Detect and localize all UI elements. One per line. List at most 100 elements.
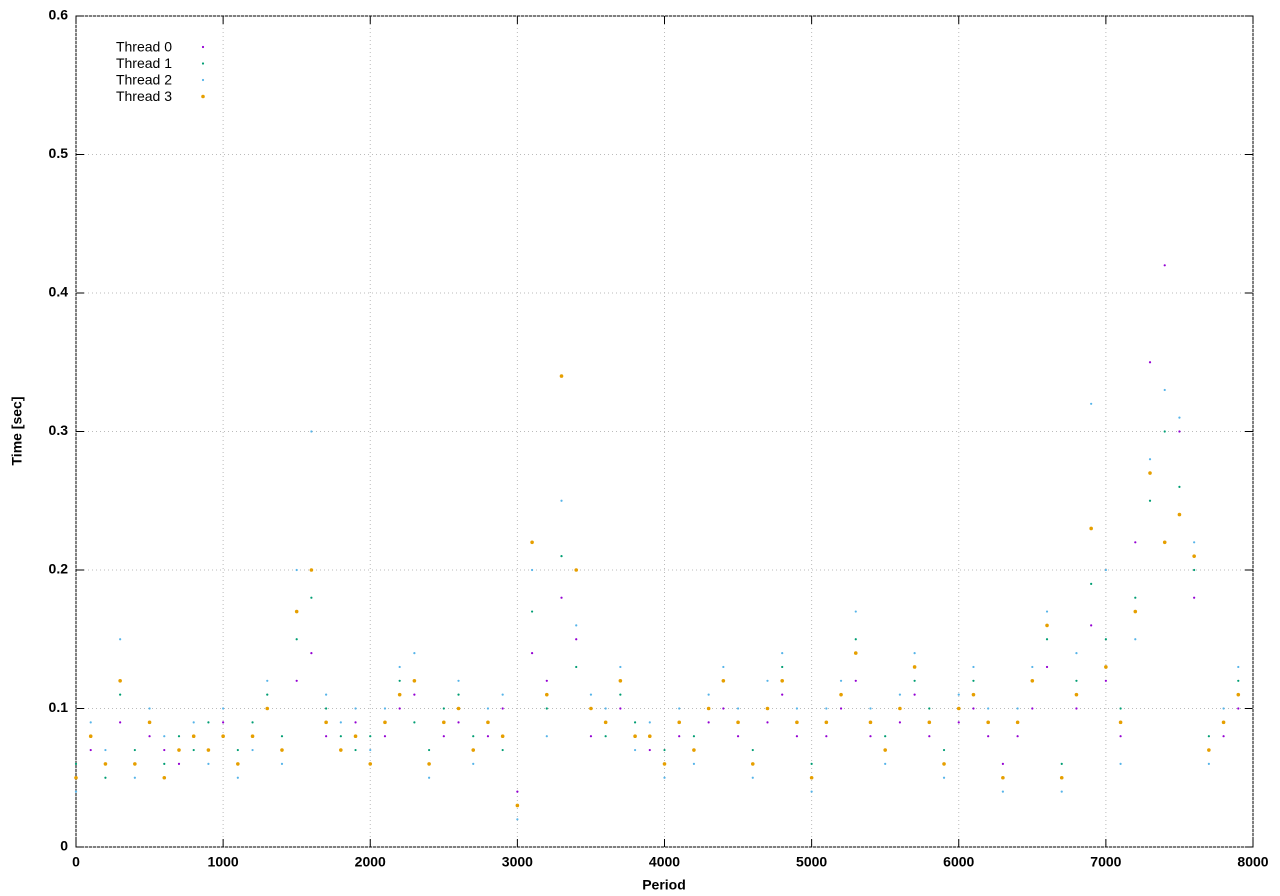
- legend-marker: [201, 78, 205, 82]
- point: [972, 665, 975, 669]
- point: [1104, 679, 1107, 682]
- point: [1015, 720, 1020, 725]
- y-axis-label: Time [sec]: [9, 397, 25, 466]
- point: [707, 693, 710, 696]
- point: [266, 679, 269, 682]
- point: [736, 720, 740, 725]
- point: [869, 707, 872, 710]
- point: [1163, 388, 1166, 392]
- legend-label: Thread 3: [116, 88, 172, 104]
- point: [1207, 748, 1211, 752]
- point: [74, 775, 78, 780]
- point: [442, 720, 446, 725]
- point: [295, 679, 298, 682]
- point: [1192, 554, 1196, 558]
- legend-label: Thread 2: [116, 72, 172, 88]
- point: [133, 762, 137, 766]
- point: [1134, 541, 1137, 544]
- point: [884, 762, 887, 766]
- point: [310, 430, 313, 433]
- point: [397, 692, 402, 697]
- point: [353, 734, 358, 738]
- point: [1134, 638, 1137, 641]
- point: [663, 776, 666, 779]
- point: [412, 679, 417, 683]
- point: [236, 776, 239, 779]
- point: [603, 720, 608, 725]
- point: [1148, 458, 1152, 461]
- point: [663, 748, 666, 752]
- point: [486, 735, 490, 738]
- point: [825, 735, 828, 738]
- point: [839, 707, 843, 710]
- point: [1001, 762, 1004, 766]
- point: [1045, 665, 1049, 669]
- point: [677, 720, 682, 725]
- point: [119, 638, 122, 641]
- point: [839, 679, 843, 682]
- point: [192, 721, 195, 724]
- point: [795, 707, 799, 710]
- x-tick-label: 7000: [1090, 854, 1121, 870]
- point: [692, 735, 696, 738]
- point: [810, 790, 813, 793]
- point: [383, 720, 387, 725]
- point: [1089, 526, 1093, 531]
- legend-marker: [201, 94, 205, 99]
- point: [310, 652, 313, 655]
- point: [1207, 735, 1210, 738]
- point: [501, 693, 504, 696]
- point: [118, 679, 122, 683]
- point: [280, 735, 284, 738]
- point: [177, 735, 181, 738]
- point: [119, 721, 122, 724]
- point: [692, 762, 696, 766]
- point: [104, 748, 107, 752]
- point: [766, 721, 769, 724]
- point: [560, 596, 563, 599]
- point: [1030, 679, 1035, 683]
- point: [1237, 665, 1240, 669]
- point: [825, 707, 828, 710]
- point: [133, 776, 136, 779]
- point: [678, 735, 681, 738]
- point: [530, 568, 534, 572]
- point: [868, 720, 873, 725]
- point: [647, 734, 652, 738]
- point: [456, 706, 461, 711]
- point: [854, 638, 857, 641]
- point: [1090, 624, 1093, 627]
- point: [1148, 499, 1152, 502]
- point: [1075, 652, 1078, 655]
- point: [589, 693, 593, 696]
- point: [1060, 762, 1063, 766]
- y-tick-label: 0.6: [49, 7, 69, 23]
- point: [751, 776, 754, 779]
- point: [957, 721, 960, 724]
- point: [515, 803, 520, 808]
- point: [1016, 707, 1019, 710]
- point: [236, 748, 239, 752]
- point: [251, 721, 254, 724]
- point: [1119, 707, 1122, 710]
- point: [736, 735, 740, 738]
- point: [369, 748, 372, 752]
- point: [369, 735, 372, 738]
- point: [972, 679, 975, 682]
- point: [604, 735, 607, 738]
- x-tick-label: 4000: [649, 854, 680, 870]
- point: [721, 679, 726, 683]
- point: [898, 721, 902, 724]
- point: [722, 707, 725, 710]
- point: [942, 776, 946, 779]
- point: [781, 652, 784, 655]
- point: [472, 762, 475, 766]
- point: [575, 665, 578, 669]
- point: [500, 734, 505, 738]
- point: [854, 610, 857, 613]
- point: [648, 748, 651, 752]
- point: [133, 748, 136, 752]
- point: [987, 735, 990, 738]
- point: [472, 735, 475, 738]
- point: [1031, 665, 1034, 669]
